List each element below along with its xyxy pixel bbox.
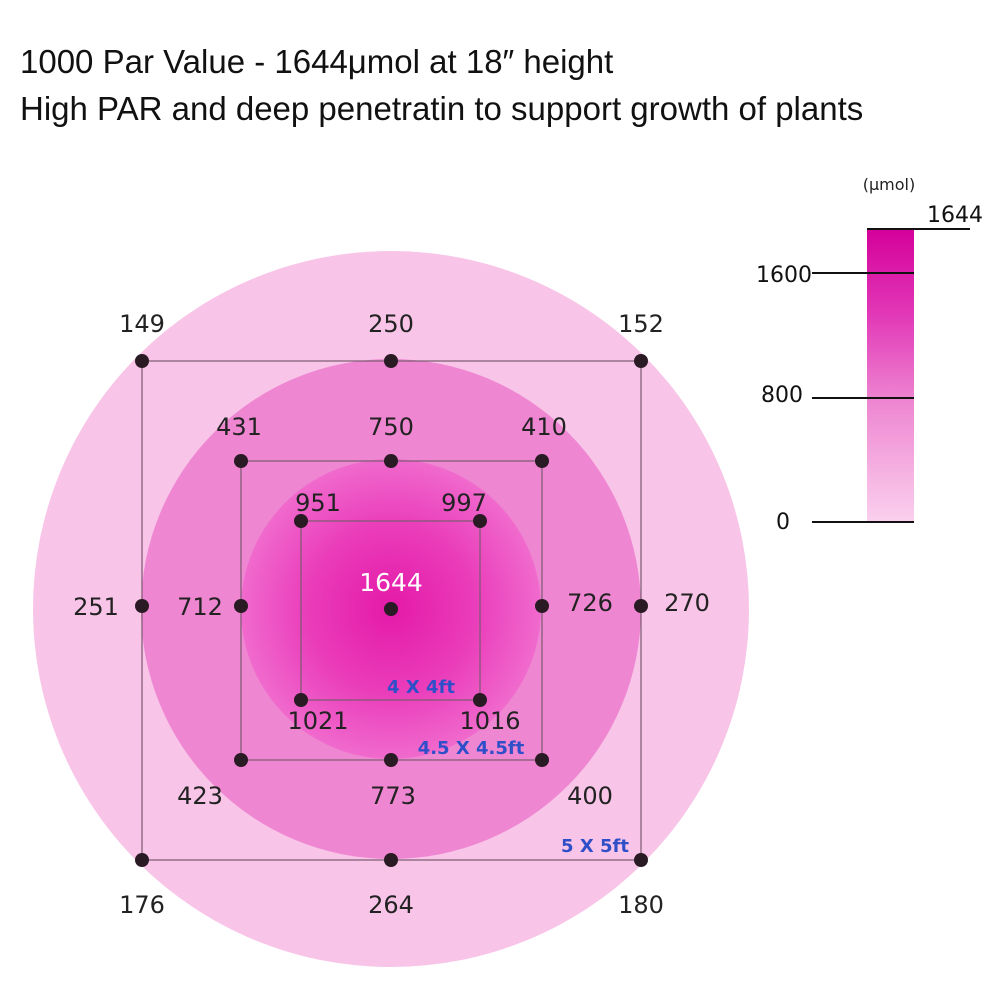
dot-inner-bottom-left: [294, 693, 308, 707]
title-line-2: High PAR and deep penetratin to support …: [20, 90, 864, 127]
dot-center: [384, 602, 398, 616]
reading-middle-bottom: 773: [370, 782, 416, 810]
reading-middle-top-left: 431: [216, 413, 262, 441]
reading-center: 1644: [359, 568, 423, 597]
reading-inner-bottom-left: 1021: [287, 707, 348, 735]
reading-middle-bottom-left: 423: [177, 782, 223, 810]
reading-middle-left: 712: [177, 593, 223, 621]
reading-outer-top-left: 149: [119, 310, 165, 338]
reading-middle-right: 726: [567, 589, 613, 617]
reading-outer-top-right: 152: [618, 310, 664, 338]
scale-gradient-bar: [867, 229, 914, 522]
reading-middle-top: 750: [368, 413, 414, 441]
reading-inner-top-right: 997: [441, 489, 487, 517]
reading-middle-bottom-right: 400: [567, 782, 613, 810]
reading-outer-right: 270: [664, 589, 710, 617]
par-scale: (μmol) 1644 1600 800 0: [756, 175, 983, 535]
dot-middle-bottom-right: [535, 753, 549, 767]
dot-outer-bottom: [384, 853, 398, 867]
scale-max-label: 1644: [927, 203, 983, 228]
reading-outer-left: 251: [73, 593, 119, 621]
area-label-outer: 5 X 5ft: [561, 836, 629, 857]
dot-outer-bottom-right: [634, 853, 648, 867]
dot-outer-top-left: [135, 354, 149, 368]
dot-middle-right: [535, 599, 549, 613]
dot-middle-top: [384, 454, 398, 468]
dot-middle-left: [234, 599, 248, 613]
dot-inner-top-right: [473, 514, 487, 528]
area-label-inner: 4 X 4ft: [387, 677, 455, 698]
reading-outer-top: 250: [368, 310, 414, 338]
reading-middle-top-right: 410: [521, 413, 567, 441]
reading-outer-bottom-right: 180: [618, 891, 664, 919]
dot-middle-bottom-left: [234, 753, 248, 767]
dot-outer-top: [384, 354, 398, 368]
dot-outer-top-right: [634, 354, 648, 368]
reading-inner-bottom-right: 1016: [459, 707, 520, 735]
area-label-middle: 4.5 X 4.5ft: [418, 738, 525, 759]
scale-label-0: 0: [776, 510, 790, 535]
dot-middle-bottom: [384, 753, 398, 767]
scale-label-1600: 1600: [756, 263, 812, 288]
dot-outer-left: [135, 599, 149, 613]
scale-unit: (μmol): [863, 175, 915, 194]
dot-inner-bottom-right: [473, 693, 487, 707]
title-line-1: 1000 Par Value - 1644μmol at 18″ height: [20, 43, 614, 80]
dot-middle-top-left: [234, 454, 248, 468]
reading-outer-bottom-left: 176: [119, 891, 165, 919]
dot-outer-bottom-left: [135, 853, 149, 867]
reading-inner-top-left: 951: [295, 489, 341, 517]
reading-outer-bottom: 264: [368, 891, 414, 919]
dot-outer-right: [634, 599, 648, 613]
dot-middle-top-right: [535, 454, 549, 468]
scale-label-800: 800: [761, 383, 803, 408]
inner-square: [300, 520, 481, 701]
header: 1000 Par Value - 1644μmol at 18″ height …: [20, 38, 863, 132]
dot-inner-top-left: [294, 514, 308, 528]
